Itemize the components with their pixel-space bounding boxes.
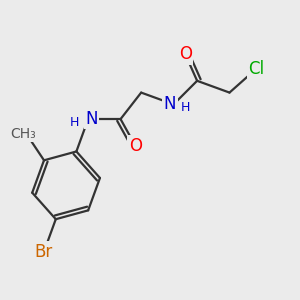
Text: CH₃: CH₃ [11, 127, 36, 141]
Text: O: O [129, 136, 142, 154]
Text: O: O [179, 45, 192, 63]
Text: Cl: Cl [248, 60, 264, 78]
Text: Br: Br [35, 243, 53, 261]
Text: N: N [85, 110, 98, 128]
Text: H: H [181, 101, 190, 114]
Text: N: N [164, 95, 176, 113]
Text: H: H [70, 116, 80, 129]
